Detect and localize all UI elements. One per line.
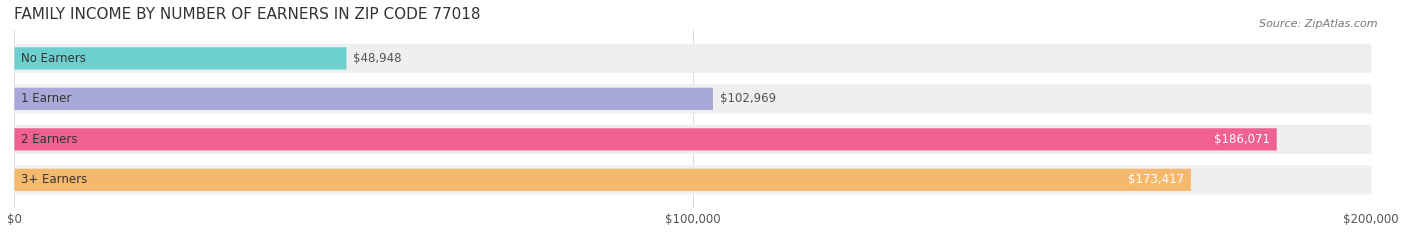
Text: $102,969: $102,969 xyxy=(720,92,776,105)
Text: $186,071: $186,071 xyxy=(1213,133,1270,146)
FancyBboxPatch shape xyxy=(14,44,1371,73)
FancyBboxPatch shape xyxy=(14,84,1371,113)
FancyBboxPatch shape xyxy=(14,169,1191,191)
Text: FAMILY INCOME BY NUMBER OF EARNERS IN ZIP CODE 77018: FAMILY INCOME BY NUMBER OF EARNERS IN ZI… xyxy=(14,7,481,22)
Text: 3+ Earners: 3+ Earners xyxy=(21,173,87,186)
FancyBboxPatch shape xyxy=(14,165,1371,194)
Text: Source: ZipAtlas.com: Source: ZipAtlas.com xyxy=(1260,19,1378,29)
Text: $173,417: $173,417 xyxy=(1128,173,1184,186)
Text: 2 Earners: 2 Earners xyxy=(21,133,77,146)
FancyBboxPatch shape xyxy=(14,47,346,69)
Text: $48,948: $48,948 xyxy=(353,52,402,65)
Text: No Earners: No Earners xyxy=(21,52,86,65)
Text: 1 Earner: 1 Earner xyxy=(21,92,72,105)
FancyBboxPatch shape xyxy=(14,128,1277,151)
FancyBboxPatch shape xyxy=(14,88,713,110)
FancyBboxPatch shape xyxy=(14,125,1371,154)
